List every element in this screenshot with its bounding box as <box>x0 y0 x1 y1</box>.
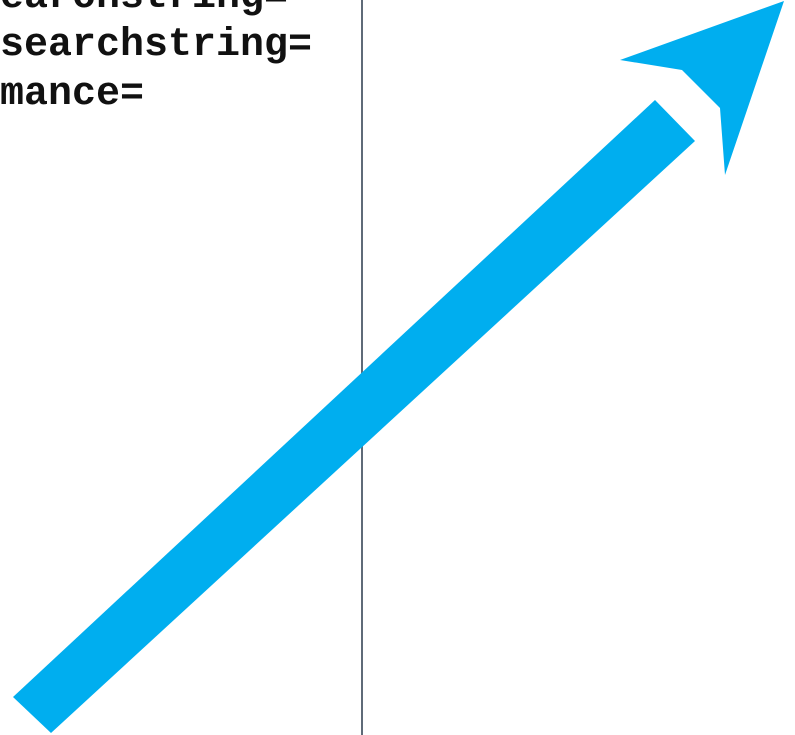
code-line-searchstring: searchstring= <box>0 23 313 68</box>
pane-divider[interactable] <box>361 0 363 735</box>
arrow-head <box>620 1 784 175</box>
code-line-searchstring-partial: earchstring= <box>0 0 288 18</box>
code-editor-pane: earchstring= searchstring= mance= <box>0 0 362 735</box>
code-line-mance: mance= <box>0 72 145 117</box>
